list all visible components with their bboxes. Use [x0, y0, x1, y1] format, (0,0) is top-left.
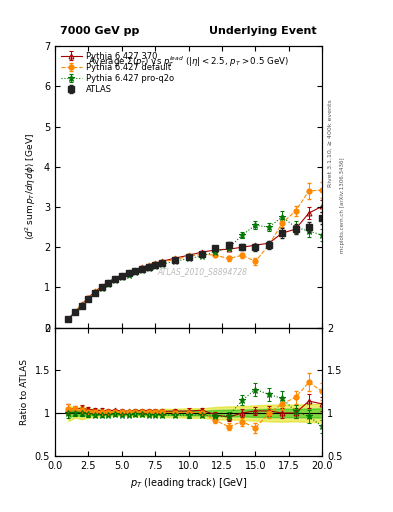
Y-axis label: $\langle d^2\,\mathrm{sum}\,p_T/d\eta\,d\phi\rangle$ [GeV]: $\langle d^2\,\mathrm{sum}\,p_T/d\eta\,d…	[24, 134, 39, 240]
Legend: Pythia 6.427 370, Pythia 6.427 default, Pythia 6.427 pro-q2o, ATLAS: Pythia 6.427 370, Pythia 6.427 default, …	[59, 50, 176, 96]
Text: Average $\Sigma(p_T)$ vs $p_T^{lead}$ $(|\eta| < 2.5,\,p_T > 0.5$ GeV$)$: Average $\Sigma(p_T)$ vs $p_T^{lead}$ $(…	[88, 55, 289, 70]
Y-axis label: Ratio to ATLAS: Ratio to ATLAS	[20, 359, 29, 424]
Text: Rivet 3.1.10, ≥ 400k events: Rivet 3.1.10, ≥ 400k events	[328, 99, 333, 187]
Text: Underlying Event: Underlying Event	[209, 26, 317, 36]
Text: mcplots.cern.ch [arXiv:1306.3436]: mcplots.cern.ch [arXiv:1306.3436]	[340, 157, 345, 252]
Text: 7000 GeV pp: 7000 GeV pp	[61, 26, 140, 36]
Text: ATLAS_2010_S8894728: ATLAS_2010_S8894728	[157, 267, 247, 276]
X-axis label: $p_T$ (leading track) [GeV]: $p_T$ (leading track) [GeV]	[130, 476, 247, 490]
